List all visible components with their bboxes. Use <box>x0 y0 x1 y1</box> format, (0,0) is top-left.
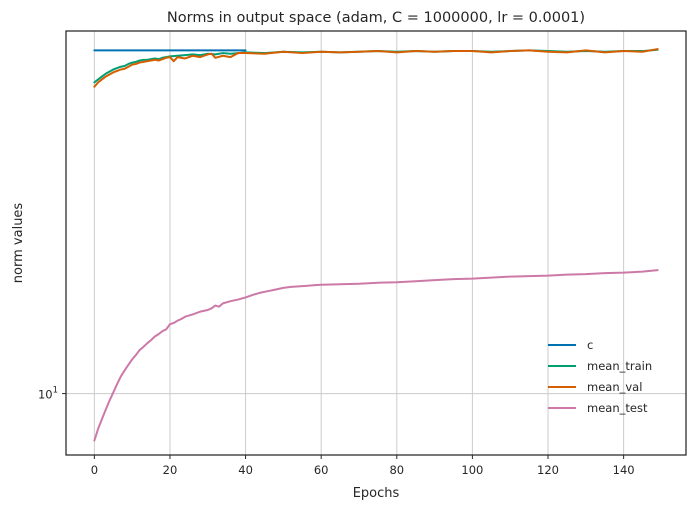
legend-entry-label: mean_train <box>587 359 652 373</box>
series-lines <box>93 48 659 442</box>
x-axis-label: Epochs <box>353 486 400 501</box>
x-tick-label: 100 <box>461 463 483 477</box>
legend-entry-label: c <box>587 338 593 352</box>
legend: c mean_train mean_val mean_test <box>548 338 652 415</box>
chart-title: Norms in output space (adam, C = 1000000… <box>167 10 585 26</box>
x-tick-label: 80 <box>389 463 404 477</box>
series-line-mean-train <box>93 48 659 84</box>
x-tick-label: 0 <box>91 463 98 477</box>
y-axis-label: norm values <box>11 203 26 284</box>
series-line-mean-val <box>93 48 659 88</box>
x-tick-label: 40 <box>238 463 253 477</box>
gridlines <box>66 31 686 455</box>
x-tick-label: 60 <box>314 463 329 477</box>
legend-entry-label: mean_val <box>587 380 642 394</box>
y-tick-label: 101 <box>38 386 58 402</box>
legend-entry-label: mean_test <box>587 401 648 415</box>
series-line-mean-test <box>93 269 659 442</box>
plot-frame <box>65 30 687 456</box>
tick-labels: 0 20 40 60 80 100 120 140 101 <box>38 386 635 477</box>
x-tick-label: 20 <box>163 463 178 477</box>
x-tick-label: 140 <box>613 463 635 477</box>
x-tick-label: 120 <box>537 463 559 477</box>
